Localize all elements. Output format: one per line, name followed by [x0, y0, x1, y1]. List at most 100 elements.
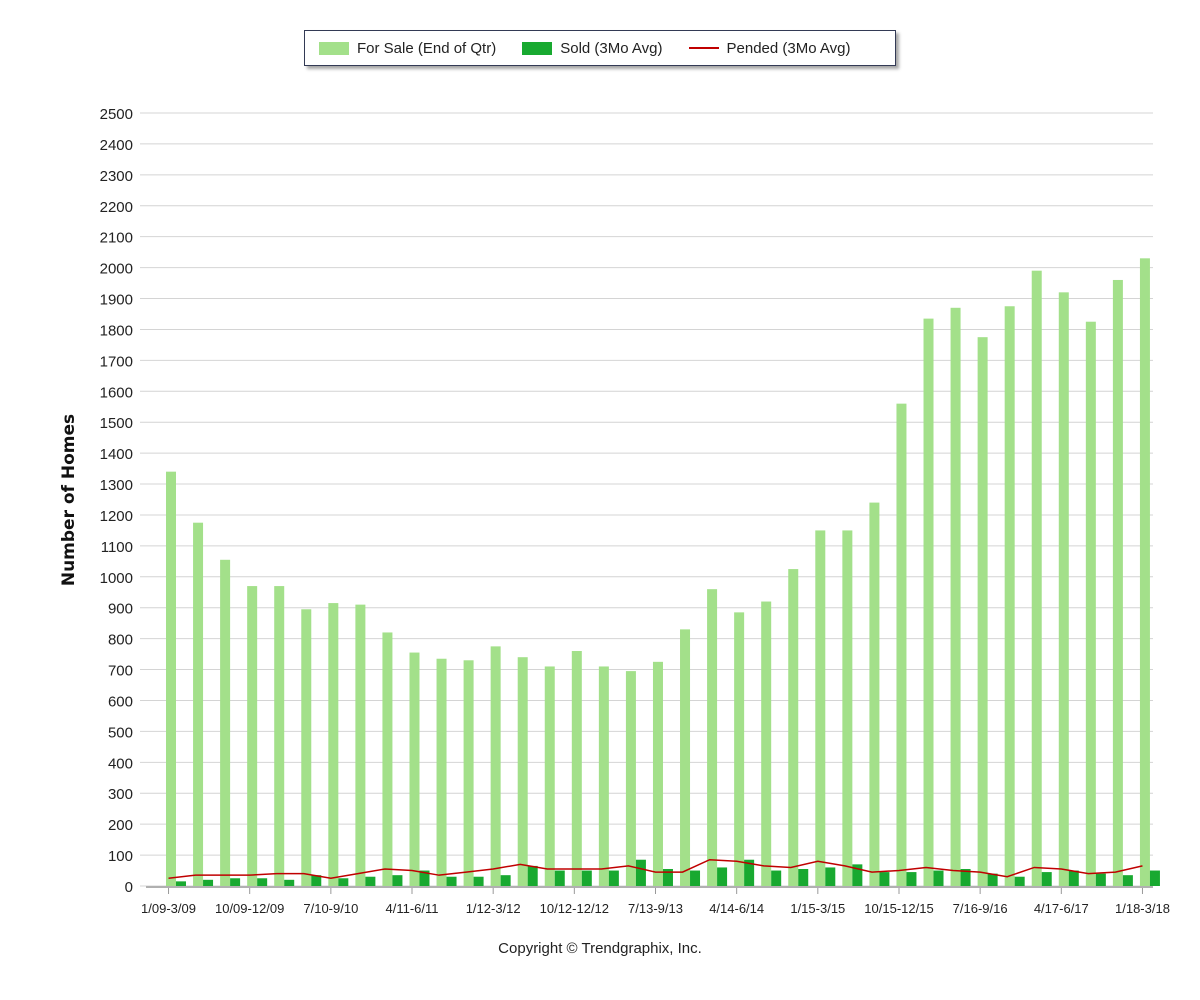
bar-for-sale[interactable]	[463, 660, 474, 886]
bar-sold[interactable]	[852, 864, 863, 886]
bar-sold[interactable]	[176, 881, 186, 886]
bar-for-sale[interactable]	[382, 632, 393, 886]
bar-sold[interactable]	[257, 878, 268, 886]
bar-sold[interactable]	[203, 879, 214, 886]
bar-sold[interactable]	[771, 870, 782, 886]
bar-sold[interactable]	[392, 875, 403, 886]
y-tick-label: 2500	[100, 106, 133, 123]
bar-for-sale[interactable]	[409, 652, 420, 886]
bar-sold[interactable]	[933, 870, 944, 886]
bar-for-sale[interactable]	[1085, 321, 1096, 887]
bar-for-sale[interactable]	[1112, 279, 1123, 886]
legend-item-pended[interactable]: Pended (3Mo Avg)	[688, 40, 850, 57]
bar-for-sale[interactable]	[328, 603, 339, 886]
bar-sold[interactable]	[473, 876, 484, 886]
bar-sold[interactable]	[825, 867, 836, 886]
y-tick-label: 1700	[100, 353, 133, 370]
bar-for-sale[interactable]	[490, 646, 501, 886]
bar-for-sale[interactable]	[896, 403, 907, 886]
x-tick-label: 4/17-6/17	[1034, 901, 1089, 916]
bar-sold[interactable]	[581, 870, 592, 886]
copyright-text: Copyright © Trendgraphix, Inc.	[498, 940, 702, 957]
y-tick-label: 2100	[100, 230, 133, 247]
bar-sold[interactable]	[311, 875, 322, 886]
legend-label-for-sale: For Sale (End of Qtr)	[357, 39, 497, 57]
bar-for-sale[interactable]	[301, 609, 312, 886]
bar-sold[interactable]	[230, 878, 241, 886]
bar-for-sale[interactable]	[1058, 292, 1069, 886]
legend-item-sold[interactable]: Sold (3Mo Avg)	[522, 40, 663, 57]
x-tick-label: 1/18-3/18	[1115, 901, 1170, 916]
bar-for-sale[interactable]	[166, 471, 176, 886]
bar-for-sale[interactable]	[869, 502, 880, 886]
y-tick-label: 2400	[100, 137, 133, 154]
y-tick-label: 700	[108, 663, 133, 680]
bar-for-sale[interactable]	[355, 604, 366, 886]
bar-sold[interactable]	[1122, 875, 1133, 886]
bar-sold[interactable]	[527, 865, 538, 886]
bar-sold[interactable]	[1095, 873, 1106, 886]
bar-sold[interactable]	[419, 870, 430, 886]
bar-for-sale[interactable]	[815, 530, 826, 886]
bar-sold[interactable]	[500, 875, 511, 886]
bar-for-sale[interactable]	[923, 318, 934, 886]
bar-for-sale[interactable]	[220, 559, 231, 886]
bar-for-sale[interactable]	[571, 651, 582, 886]
bar-sold[interactable]	[744, 859, 755, 886]
bar-sold[interactable]	[690, 870, 701, 886]
bar-sold[interactable]	[987, 873, 998, 886]
bar-for-sale[interactable]	[950, 307, 961, 886]
bar-for-sale[interactable]	[788, 569, 799, 886]
bar-sold[interactable]	[906, 872, 917, 886]
x-tick-label: 4/14-6/14	[709, 901, 764, 916]
bar-for-sale[interactable]	[625, 671, 636, 886]
y-tick-label: 1200	[100, 508, 133, 525]
bar-sold[interactable]	[635, 859, 646, 886]
for-sale-swatch	[319, 41, 349, 55]
bar-for-sale[interactable]	[1004, 306, 1015, 886]
bar-sold[interactable]	[1149, 870, 1160, 886]
bar-for-sale[interactable]	[977, 337, 988, 886]
bar-sold[interactable]	[798, 868, 809, 886]
bar-for-sale[interactable]	[652, 661, 663, 886]
bar-for-sale[interactable]	[680, 629, 691, 886]
bar-for-sale[interactable]	[1139, 258, 1150, 887]
x-tick-label: 1/15-3/15	[790, 901, 845, 916]
bar-sold[interactable]	[554, 870, 565, 886]
bar-for-sale[interactable]	[707, 589, 718, 886]
bar-sold[interactable]	[284, 879, 295, 886]
bar-for-sale[interactable]	[274, 586, 285, 886]
legend-item-for-sale[interactable]: For Sale (End of Qtr)	[319, 40, 496, 57]
bar-sold[interactable]	[879, 872, 890, 886]
y-tick-label: 400	[108, 755, 133, 772]
bar-sold[interactable]	[1041, 872, 1052, 886]
bar-sold[interactable]	[717, 867, 728, 886]
bar-for-sale[interactable]	[842, 530, 853, 886]
bar-sold[interactable]	[338, 878, 349, 886]
bar-sold[interactable]	[446, 876, 457, 886]
x-tick-label: 10/09-12/09	[215, 901, 284, 916]
y-tick-label: 1000	[100, 570, 133, 587]
bar-for-sale[interactable]	[761, 601, 772, 886]
bar-sold[interactable]	[608, 870, 619, 886]
bar-sold[interactable]	[365, 876, 376, 886]
bar-sold[interactable]	[1068, 870, 1079, 886]
bar-for-sale[interactable]	[734, 612, 745, 886]
y-tick-label: 300	[108, 786, 133, 803]
bar-for-sale[interactable]	[436, 658, 447, 886]
y-tick-label: 1500	[100, 415, 133, 432]
gridlines	[140, 112, 1153, 887]
y-tick-label: 0	[125, 879, 133, 896]
bar-sold[interactable]	[1014, 876, 1025, 886]
bar-for-sale[interactable]	[598, 666, 609, 886]
bar-for-sale[interactable]	[193, 522, 204, 886]
bar-for-sale[interactable]	[517, 657, 528, 886]
bar-for-sale[interactable]	[247, 586, 258, 886]
pended-line[interactable]	[168, 858, 1143, 880]
bar-sold[interactable]	[960, 868, 971, 886]
bar-for-sale[interactable]	[1031, 270, 1042, 886]
bar-for-sale[interactable]	[544, 666, 555, 886]
y-tick-label: 1400	[100, 446, 133, 463]
bar-sold[interactable]	[662, 868, 673, 886]
